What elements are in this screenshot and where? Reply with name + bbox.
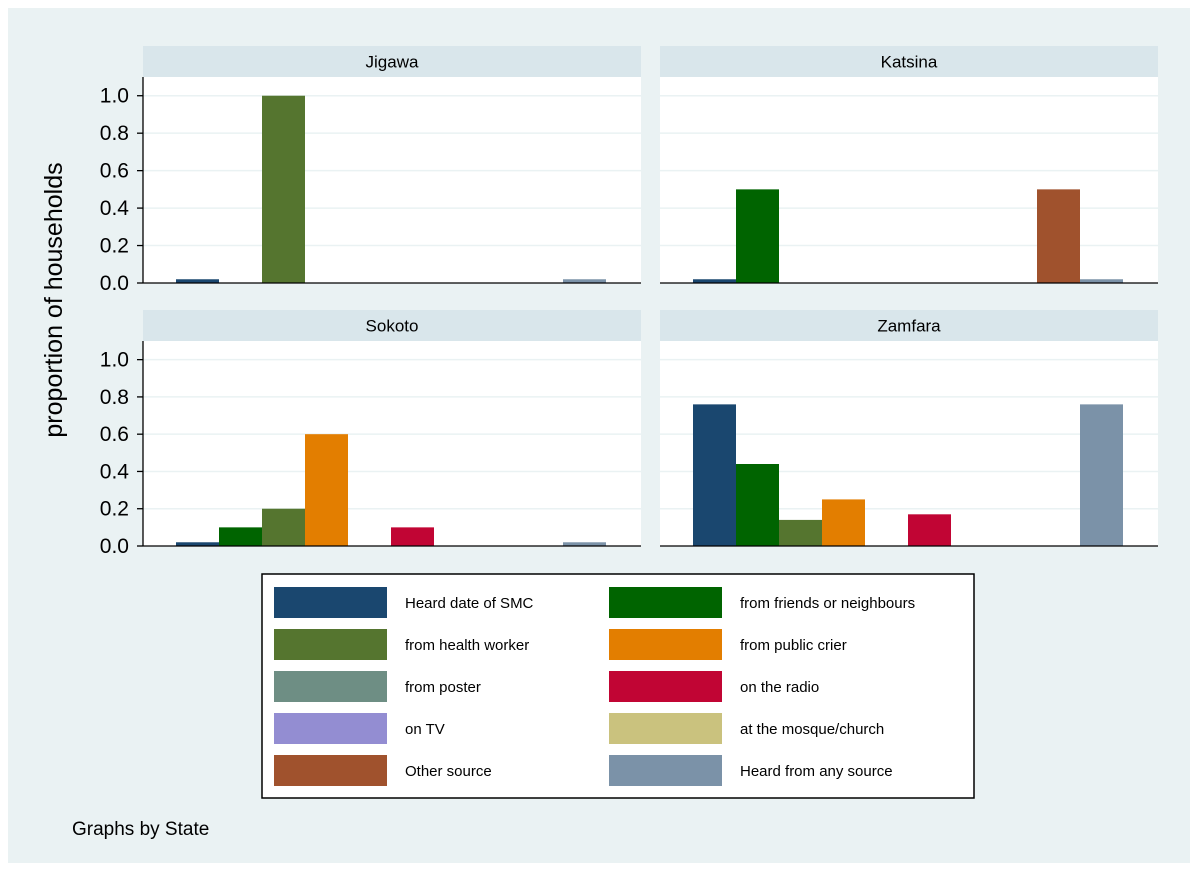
bar-sokoto-heard-date-of-smc [176,542,219,546]
legend-item-other-source: Other source [274,755,492,786]
bar-zamfara-heard-from-any-source [1080,404,1123,546]
legend-label: Other source [405,763,492,780]
legend-label: from public crier [740,637,847,654]
bar-katsina-heard-from-any-source [1080,279,1123,283]
y-tick-label: 0.8 [100,122,129,145]
legend-label: on the radio [740,679,819,696]
bar-katsina-from-friends-or-neighbours [736,189,779,283]
plot-area [143,341,641,546]
legend-swatch [274,587,387,618]
legend-item-heard-from-any-source: Heard from any source [609,755,893,786]
panel-strip [660,310,1158,341]
y-tick-label: 0.6 [100,423,129,446]
legend-label: from poster [405,679,481,696]
panel-strip [660,46,1158,77]
bar-sokoto-from-health-worker [262,508,305,546]
legend-swatch [274,671,387,702]
bar-zamfara-from-health-worker [779,519,822,546]
panel-strip [143,310,641,341]
panel-title: Sokoto [366,317,419,336]
legend-label: from friends or neighbours [740,595,915,612]
legend-label: Heard date of SMC [405,595,534,612]
bar-katsina-other-source [1037,189,1080,283]
y-tick-label: 0.2 [100,498,129,521]
bar-jigawa-heard-date-of-smc [176,279,219,283]
y-tick-label: 0.8 [100,386,129,409]
y-tick-label: 0.2 [100,235,129,258]
legend-swatch [609,587,722,618]
bar-sokoto-from-friends-or-neighbours [219,527,262,546]
legend-label: on TV [405,721,445,738]
plot-area [660,77,1158,283]
legend-swatch [274,629,387,660]
bar-zamfara-from-public-crier [822,499,865,546]
y-tick-label: 1.0 [100,349,129,372]
legend-swatch [609,671,722,702]
y-tick-label: 0.0 [100,535,129,558]
y-tick-label: 0.6 [100,160,129,183]
panel-strip [143,46,641,77]
legend-swatch [274,713,387,744]
legend-swatch [274,755,387,786]
bar-zamfara-heard-date-of-smc [693,404,736,546]
plot-area [143,77,641,283]
bar-jigawa-from-health-worker [262,95,305,284]
panel-sokoto: Sokoto 0.0 0.2 0.4 0.6 0.8 1.0 [100,310,641,558]
bar-sokoto-on-the-radio [391,527,434,546]
panel-title: Jigawa [366,53,419,72]
bar-jigawa-heard-from-any-source [563,279,606,283]
bar-sokoto-from-public-crier [305,434,348,546]
legend-item-at-the-mosque-church: at the mosque/church [609,713,884,744]
legend-item-from-public-crier: from public crier [609,629,847,660]
graphs-by-note: Graphs by State [72,819,209,840]
legend-label: Heard from any source [740,763,893,780]
legend-item-on-the-radio: on the radio [609,671,819,702]
panel-zamfara: Zamfara [660,310,1158,547]
legend-swatch [609,755,722,786]
y-axis-title: proportion of households [40,162,68,437]
legend-item-from-health-worker: from health worker [274,629,529,660]
bar-sokoto-heard-from-any-source [563,542,606,546]
y-tick-label: 1.0 [100,85,129,108]
y-tick-label: 0.4 [100,460,130,483]
legend-label: from health worker [405,637,529,654]
bar-katsina-heard-date-of-smc [693,279,736,283]
panel-jigawa: Jigawa 0.0 0.2 0.4 0.6 0.8 1.0 [100,46,641,295]
bar-zamfara-from-friends-or-neighbours [736,464,779,546]
panel-katsina: Katsina [660,46,1158,284]
legend-swatch [609,713,722,744]
y-tick-label: 0.4 [100,197,130,220]
panel-title: Katsina [881,53,938,72]
legend-swatch [609,629,722,660]
legend-item-heard-date-of-smc: Heard date of SMC [274,587,534,618]
legend-item-from-friends-or-neighbours: from friends or neighbours [609,587,915,618]
legend-label: at the mosque/church [740,721,884,738]
legend-item-from-poster: from poster [274,671,481,702]
panels: Jigawa 0.0 0.2 0.4 0.6 0.8 1.0 Katsina Sokoto 0.0… [100,46,1158,558]
panel-title: Zamfara [877,317,941,336]
legend: Heard date of SMC from friends or neighbo… [274,587,915,786]
legend-item-on-tv: on TV [274,713,445,744]
bar-zamfara-on-the-radio [908,514,951,546]
y-tick-label: 0.0 [100,272,129,295]
